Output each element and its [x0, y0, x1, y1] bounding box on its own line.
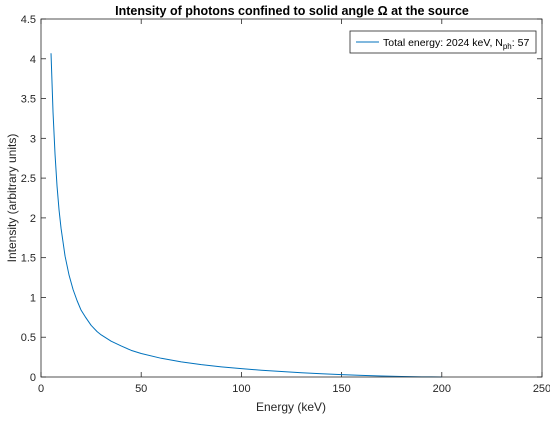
y-tick-label: 1 [30, 292, 36, 304]
y-ticks: 0 0.5 1 1.5 2 2.5 3 3.5 4 4.5 [21, 14, 542, 384]
series-line-total-energy [50, 53, 442, 378]
x-axis-label: Energy (keV) [256, 400, 326, 414]
y-tick-label: 2 [30, 213, 36, 225]
y-tick-label: 1.5 [21, 253, 36, 265]
x-tick-label: 150 [332, 383, 350, 395]
x-tick-label: 50 [135, 383, 147, 395]
legend-label-suffix: : 57 [512, 37, 530, 49]
y-tick-label: 3 [30, 133, 36, 145]
legend-box [349, 30, 537, 54]
y-tick-label: 2.5 [21, 173, 36, 185]
axes-box [40, 18, 543, 378]
legend: Total energy: 2024 keV, Nph: 57 [349, 30, 537, 54]
y-tick-label: 0.5 [21, 332, 36, 344]
y-axis-label: Intensity (arbitrary units) [5, 134, 19, 263]
y-tick-label: 4.5 [21, 14, 36, 26]
legend-label-subscript: ph [503, 42, 512, 51]
y-tick-label: 3.5 [21, 94, 36, 106]
legend-label-prefix: Total energy: 2024 keV, N [383, 37, 503, 49]
y-tick-label: 0 [30, 372, 36, 384]
legend-label: Total energy: 2024 keV, Nph: 57 [383, 37, 529, 51]
y-tick-label: 4 [30, 54, 36, 66]
x-tick-label: 250 [533, 383, 550, 395]
plot-area [41, 19, 542, 377]
x-ticks: 0 50 100 150 200 250 [38, 19, 550, 395]
x-tick-label: 200 [433, 383, 451, 395]
x-tick-label: 100 [232, 383, 250, 395]
x-tick-label: 0 [38, 383, 44, 395]
chart-title: Intensity of photons confined to solid a… [115, 4, 469, 18]
